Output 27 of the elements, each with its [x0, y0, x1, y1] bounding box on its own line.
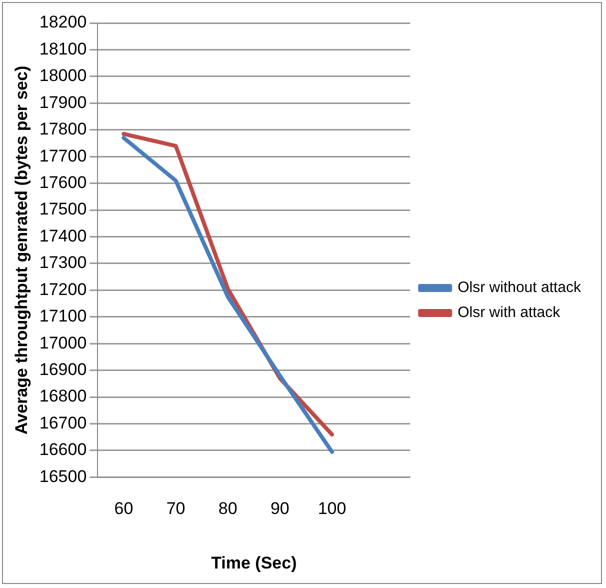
y-tick-label: 17100: [39, 306, 87, 326]
y-tick-label: 16500: [39, 466, 87, 486]
y-tick-label: 18000: [39, 66, 87, 86]
y-tick-label: 17000: [39, 333, 87, 352]
y-tick-label: 17400: [39, 226, 87, 246]
x-tick-label: 60: [114, 499, 134, 518]
y-tick-label: 17800: [39, 120, 87, 139]
x-tick-label: 100: [318, 499, 346, 518]
y-tick-label: 16800: [39, 386, 87, 406]
x-tick-label: 80: [218, 499, 238, 518]
y-axis-title: Average throughtput genrated (bytes per sec): [12, 66, 31, 434]
x-tick-label: 90: [270, 499, 290, 518]
y-tick-label: 17500: [39, 200, 87, 219]
x-axis-title: Time (Sec): [211, 553, 297, 572]
y-tick-label: 17600: [39, 172, 87, 192]
legend-label: Olsr without attack: [458, 279, 582, 296]
y-tick-label: 16600: [39, 440, 87, 460]
y-tick-label: 18100: [39, 39, 87, 58]
y-tick-label: 17200: [39, 280, 87, 299]
y-tick-label: 17900: [39, 92, 87, 112]
x-tick-label: 70: [166, 499, 186, 518]
y-tick-label: 18200: [39, 12, 87, 32]
legend-label: Olsr with attack: [458, 304, 561, 322]
y-tick-label: 17300: [39, 253, 87, 272]
y-tick-label: 16900: [39, 360, 87, 380]
y-tick-label: 17700: [39, 146, 87, 166]
y-tick-label: 16700: [39, 413, 87, 432]
